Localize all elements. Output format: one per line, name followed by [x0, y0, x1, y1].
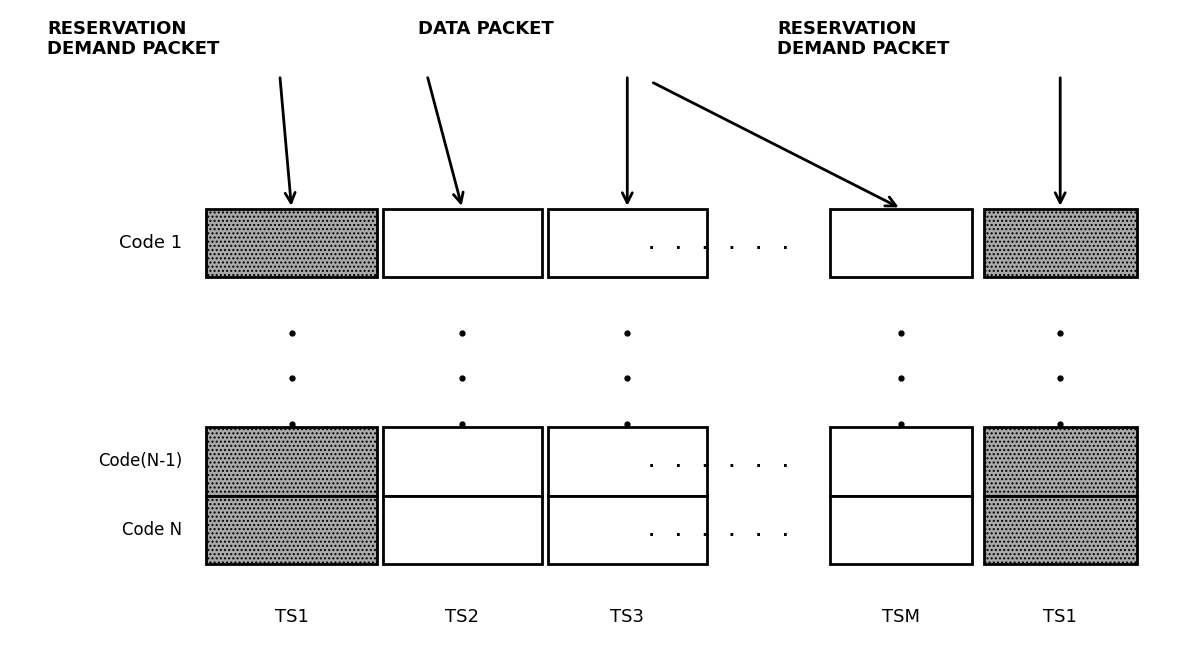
Text: . . . . . .: . . . . . . [646, 233, 792, 253]
Text: RESERVATION
DEMAND PACKET: RESERVATION DEMAND PACKET [777, 20, 949, 59]
Text: TS1: TS1 [1044, 608, 1077, 626]
Text: TS1: TS1 [274, 608, 309, 626]
Bar [383, 496, 542, 564]
Bar [984, 427, 1137, 496]
Bar [548, 209, 707, 277]
Text: TS3: TS3 [610, 608, 644, 626]
Bar [830, 209, 972, 277]
Text: . . . . . .: . . . . . . [646, 520, 792, 540]
Text: Code 1: Code 1 [119, 234, 183, 252]
Text: Code N: Code N [123, 521, 183, 539]
Bar [830, 427, 972, 496]
Text: DATA PACKET: DATA PACKET [418, 20, 554, 38]
Bar [206, 209, 377, 277]
Text: . . . . . .: . . . . . . [646, 451, 792, 471]
Bar [206, 496, 377, 564]
Text: RESERVATION
DEMAND PACKET: RESERVATION DEMAND PACKET [47, 20, 219, 59]
Bar [830, 496, 972, 564]
Bar [548, 496, 707, 564]
Bar [984, 209, 1137, 277]
Text: TS2: TS2 [445, 608, 479, 626]
Bar [984, 496, 1137, 564]
Bar [383, 427, 542, 496]
Bar [548, 427, 707, 496]
Text: TSM: TSM [882, 608, 920, 626]
Text: Code(N-1): Code(N-1) [98, 452, 183, 470]
Bar [206, 427, 377, 496]
Bar [383, 209, 542, 277]
